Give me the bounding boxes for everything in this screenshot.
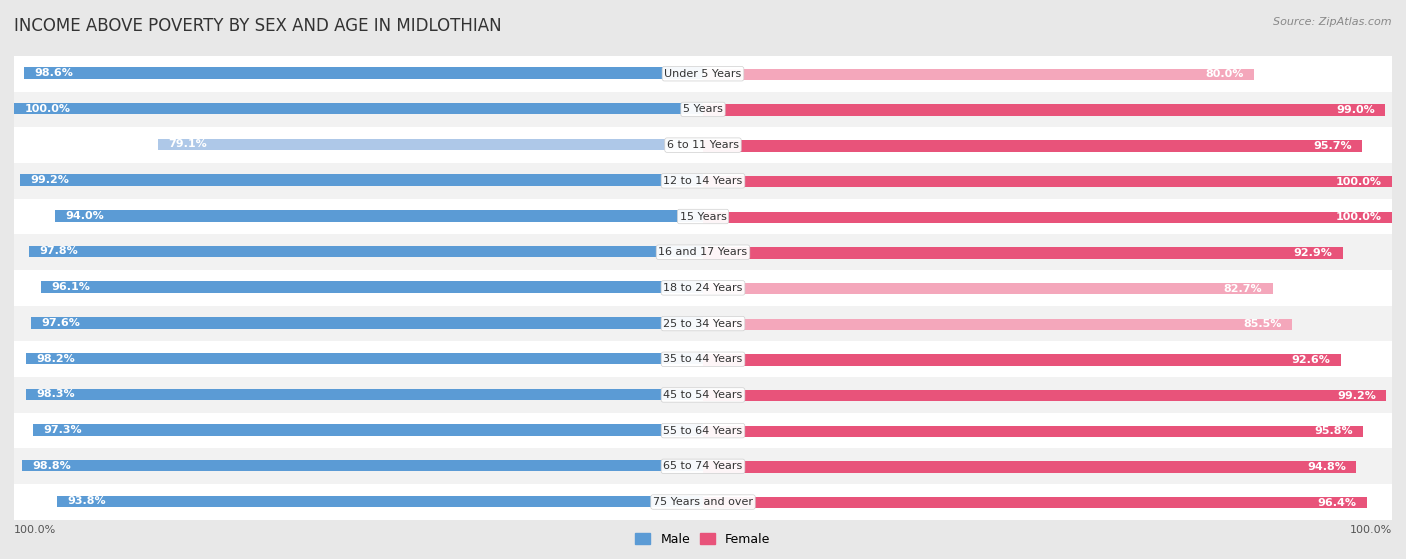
Text: 75 Years and over: 75 Years and over xyxy=(652,497,754,507)
Text: 6 to 11 Years: 6 to 11 Years xyxy=(666,140,740,150)
Text: 5 Years: 5 Years xyxy=(683,105,723,115)
Text: 92.9%: 92.9% xyxy=(1294,248,1333,258)
Text: 100.0%: 100.0% xyxy=(1336,212,1382,222)
Text: 95.7%: 95.7% xyxy=(1313,141,1353,151)
Bar xyxy=(14,448,1392,484)
Text: Source: ZipAtlas.com: Source: ZipAtlas.com xyxy=(1274,17,1392,27)
Bar xyxy=(703,176,1392,187)
Text: 97.8%: 97.8% xyxy=(39,247,79,257)
Text: 98.3%: 98.3% xyxy=(37,389,75,399)
Bar xyxy=(14,234,1392,270)
Bar xyxy=(14,92,1392,127)
Text: 92.6%: 92.6% xyxy=(1292,355,1330,365)
Text: 100.0%: 100.0% xyxy=(24,104,70,113)
Text: 97.6%: 97.6% xyxy=(41,318,80,328)
Text: 98.2%: 98.2% xyxy=(37,353,76,363)
Bar xyxy=(703,497,1367,509)
Bar xyxy=(703,283,1272,294)
Bar xyxy=(14,270,1392,306)
Bar xyxy=(14,342,1392,377)
Text: 94.0%: 94.0% xyxy=(66,211,104,221)
Bar xyxy=(157,139,703,150)
Text: 16 and 17 Years: 16 and 17 Years xyxy=(658,247,748,257)
Text: 96.4%: 96.4% xyxy=(1317,498,1357,508)
Text: 94.8%: 94.8% xyxy=(1308,462,1346,472)
Text: 93.8%: 93.8% xyxy=(67,496,105,506)
Bar xyxy=(14,163,1392,198)
Text: INCOME ABOVE POVERTY BY SEX AND AGE IN MIDLOTHIAN: INCOME ABOVE POVERTY BY SEX AND AGE IN M… xyxy=(14,17,502,35)
Text: 15 Years: 15 Years xyxy=(679,211,727,221)
Text: 85.5%: 85.5% xyxy=(1243,319,1282,329)
Bar xyxy=(703,354,1341,366)
Bar xyxy=(22,460,703,471)
Text: 35 to 44 Years: 35 to 44 Years xyxy=(664,354,742,364)
Bar xyxy=(703,140,1362,151)
Legend: Male, Female: Male, Female xyxy=(630,528,776,551)
Text: 45 to 54 Years: 45 to 54 Years xyxy=(664,390,742,400)
Text: 82.7%: 82.7% xyxy=(1223,283,1263,293)
Bar xyxy=(55,210,703,221)
Bar xyxy=(56,496,703,507)
Bar xyxy=(25,389,703,400)
Bar xyxy=(32,424,703,435)
Bar xyxy=(14,306,1392,342)
Bar xyxy=(703,390,1386,401)
Bar xyxy=(14,198,1392,234)
Bar xyxy=(703,461,1357,473)
Text: 65 to 74 Years: 65 to 74 Years xyxy=(664,461,742,471)
Text: 100.0%: 100.0% xyxy=(1350,525,1392,535)
Bar xyxy=(14,127,1392,163)
Bar xyxy=(14,103,703,115)
Text: 98.8%: 98.8% xyxy=(32,461,72,471)
Bar xyxy=(14,377,1392,413)
Bar xyxy=(703,69,1254,80)
Bar xyxy=(30,246,703,257)
Bar xyxy=(703,425,1362,437)
Text: 100.0%: 100.0% xyxy=(1336,177,1382,187)
Text: 99.2%: 99.2% xyxy=(1337,391,1376,401)
Text: 99.0%: 99.0% xyxy=(1336,105,1375,115)
Bar xyxy=(20,174,703,186)
Bar xyxy=(703,319,1292,330)
Bar xyxy=(14,56,1392,92)
Bar xyxy=(14,484,1392,520)
Text: 96.1%: 96.1% xyxy=(51,282,90,292)
Bar xyxy=(41,282,703,293)
Bar xyxy=(703,247,1343,259)
Bar xyxy=(27,353,703,364)
Bar xyxy=(703,211,1392,223)
Bar xyxy=(14,413,1392,448)
Text: 98.6%: 98.6% xyxy=(34,68,73,78)
Bar xyxy=(24,67,703,79)
Text: 25 to 34 Years: 25 to 34 Years xyxy=(664,319,742,329)
Bar xyxy=(31,317,703,329)
Text: 55 to 64 Years: 55 to 64 Years xyxy=(664,425,742,435)
Text: 12 to 14 Years: 12 to 14 Years xyxy=(664,176,742,186)
Text: 80.0%: 80.0% xyxy=(1205,69,1244,79)
Text: 79.1%: 79.1% xyxy=(169,139,207,149)
Text: 95.8%: 95.8% xyxy=(1315,427,1353,437)
Text: 100.0%: 100.0% xyxy=(14,525,56,535)
Text: Under 5 Years: Under 5 Years xyxy=(665,69,741,79)
Bar xyxy=(703,105,1385,116)
Text: 18 to 24 Years: 18 to 24 Years xyxy=(664,283,742,293)
Text: 99.2%: 99.2% xyxy=(30,175,69,185)
Text: 97.3%: 97.3% xyxy=(44,425,82,435)
